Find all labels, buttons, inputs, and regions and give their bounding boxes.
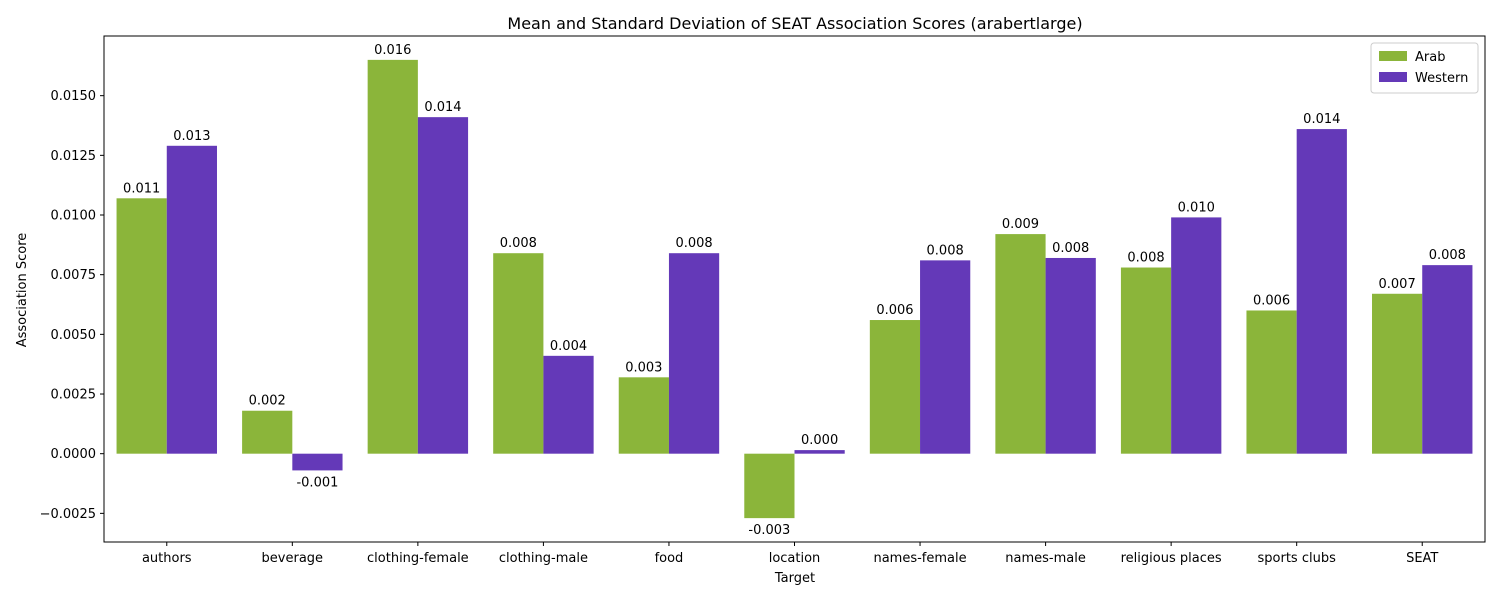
y-tick-label: 0.0075 bbox=[51, 268, 97, 283]
bar-western-5 bbox=[794, 450, 845, 454]
x-tick-label: authors bbox=[142, 551, 192, 566]
data-label-arab-4: 0.003 bbox=[625, 360, 662, 375]
bar-arab-5 bbox=[744, 453, 795, 519]
bar-arab-9 bbox=[1246, 310, 1297, 454]
bar-arab-6 bbox=[869, 320, 921, 454]
y-tick-label: 0.0150 bbox=[51, 89, 97, 104]
bar-western-0 bbox=[166, 145, 217, 454]
y-axis-label: Association Score bbox=[15, 233, 30, 348]
bar-arab-8 bbox=[1120, 267, 1172, 454]
y-tick-label: 0.0100 bbox=[51, 209, 97, 224]
data-label-western-8: 0.010 bbox=[1178, 200, 1215, 215]
x-tick-label: names-female bbox=[873, 551, 966, 566]
bar-arab-10 bbox=[1372, 293, 1423, 454]
data-label-western-1: -0.001 bbox=[296, 475, 338, 490]
data-label-arab-8: 0.008 bbox=[1127, 251, 1164, 266]
y-tick-label: −0.0025 bbox=[40, 507, 96, 522]
legend-label-arab: Arab bbox=[1415, 50, 1445, 65]
data-label-western-4: 0.008 bbox=[675, 236, 712, 251]
x-tick-label: food bbox=[655, 551, 684, 566]
bar-western-2 bbox=[417, 117, 469, 454]
x-tick-label: sports clubs bbox=[1258, 551, 1337, 566]
y-tick-label: 0.0125 bbox=[51, 149, 97, 164]
data-label-arab-7: 0.009 bbox=[1002, 217, 1039, 232]
bar-arab-0 bbox=[116, 198, 167, 454]
bar-arab-2 bbox=[367, 59, 418, 454]
data-label-western-0: 0.013 bbox=[173, 129, 210, 144]
y-tick-label: 0.0025 bbox=[51, 388, 97, 403]
data-label-western-7: 0.008 bbox=[1052, 241, 1089, 256]
data-label-western-3: 0.004 bbox=[550, 339, 587, 354]
data-label-arab-10: 0.007 bbox=[1379, 277, 1416, 292]
x-tick-label: clothing-male bbox=[499, 551, 588, 566]
bar-western-3 bbox=[543, 355, 594, 454]
x-axis-label: Target bbox=[774, 571, 815, 586]
data-label-western-6: 0.008 bbox=[927, 243, 964, 258]
bar-western-8 bbox=[1171, 217, 1222, 454]
x-tick-label: beverage bbox=[262, 551, 324, 566]
x-axis: authors beverage clothing-female clothing-m… bbox=[142, 542, 1438, 566]
data-label-western-9: 0.014 bbox=[1303, 112, 1340, 127]
bar-arab-3 bbox=[493, 253, 544, 454]
data-label-western-5: 0.000 bbox=[801, 433, 838, 448]
x-tick-label: religious places bbox=[1121, 551, 1222, 566]
bar-western-6 bbox=[920, 260, 971, 454]
plot-area: 0.011 0.002 0.016 0.008 0.003 -0.003 0.006 0.00… bbox=[103, 35, 1486, 543]
x-tick-label: names-male bbox=[1005, 551, 1086, 566]
data-label-western-10: 0.008 bbox=[1429, 248, 1466, 263]
bar-western-7 bbox=[1045, 257, 1096, 454]
data-label-western-2: 0.014 bbox=[424, 100, 461, 115]
x-tick-label: SEAT bbox=[1406, 551, 1438, 566]
x-tick-label: clothing-female bbox=[367, 551, 469, 566]
legend-swatch-arab bbox=[1379, 51, 1407, 61]
bar-western-1 bbox=[292, 453, 343, 471]
x-tick-label: location bbox=[769, 551, 821, 566]
legend-label-western: Western bbox=[1415, 71, 1468, 86]
bar-western-9 bbox=[1296, 129, 1347, 454]
data-label-arab-5: -0.003 bbox=[748, 523, 790, 538]
bar-arab-7 bbox=[995, 234, 1046, 454]
data-label-arab-6: 0.006 bbox=[876, 303, 913, 318]
legend: Arab Western bbox=[1370, 42, 1479, 94]
y-axis: −0.0025 0.0000 0.0025 0.0050 0.0075 0.0100 0.0… bbox=[40, 89, 104, 522]
data-label-arab-2: 0.016 bbox=[374, 43, 411, 58]
chart-title: Mean and Standard Deviation of SEAT Asso… bbox=[507, 14, 1082, 33]
bar-western-10 bbox=[1422, 265, 1473, 454]
bar-arab-1 bbox=[242, 410, 293, 454]
data-label-arab-3: 0.008 bbox=[500, 236, 537, 251]
y-tick-label: 0.0050 bbox=[51, 328, 97, 343]
data-label-arab-0: 0.011 bbox=[123, 181, 160, 196]
data-label-arab-9: 0.006 bbox=[1253, 293, 1290, 308]
legend-swatch-western bbox=[1379, 72, 1407, 82]
bar-arab-4 bbox=[618, 377, 669, 454]
bar-western-4 bbox=[668, 253, 720, 454]
y-tick-label: 0.0000 bbox=[51, 447, 97, 462]
data-label-arab-1: 0.002 bbox=[249, 394, 286, 409]
